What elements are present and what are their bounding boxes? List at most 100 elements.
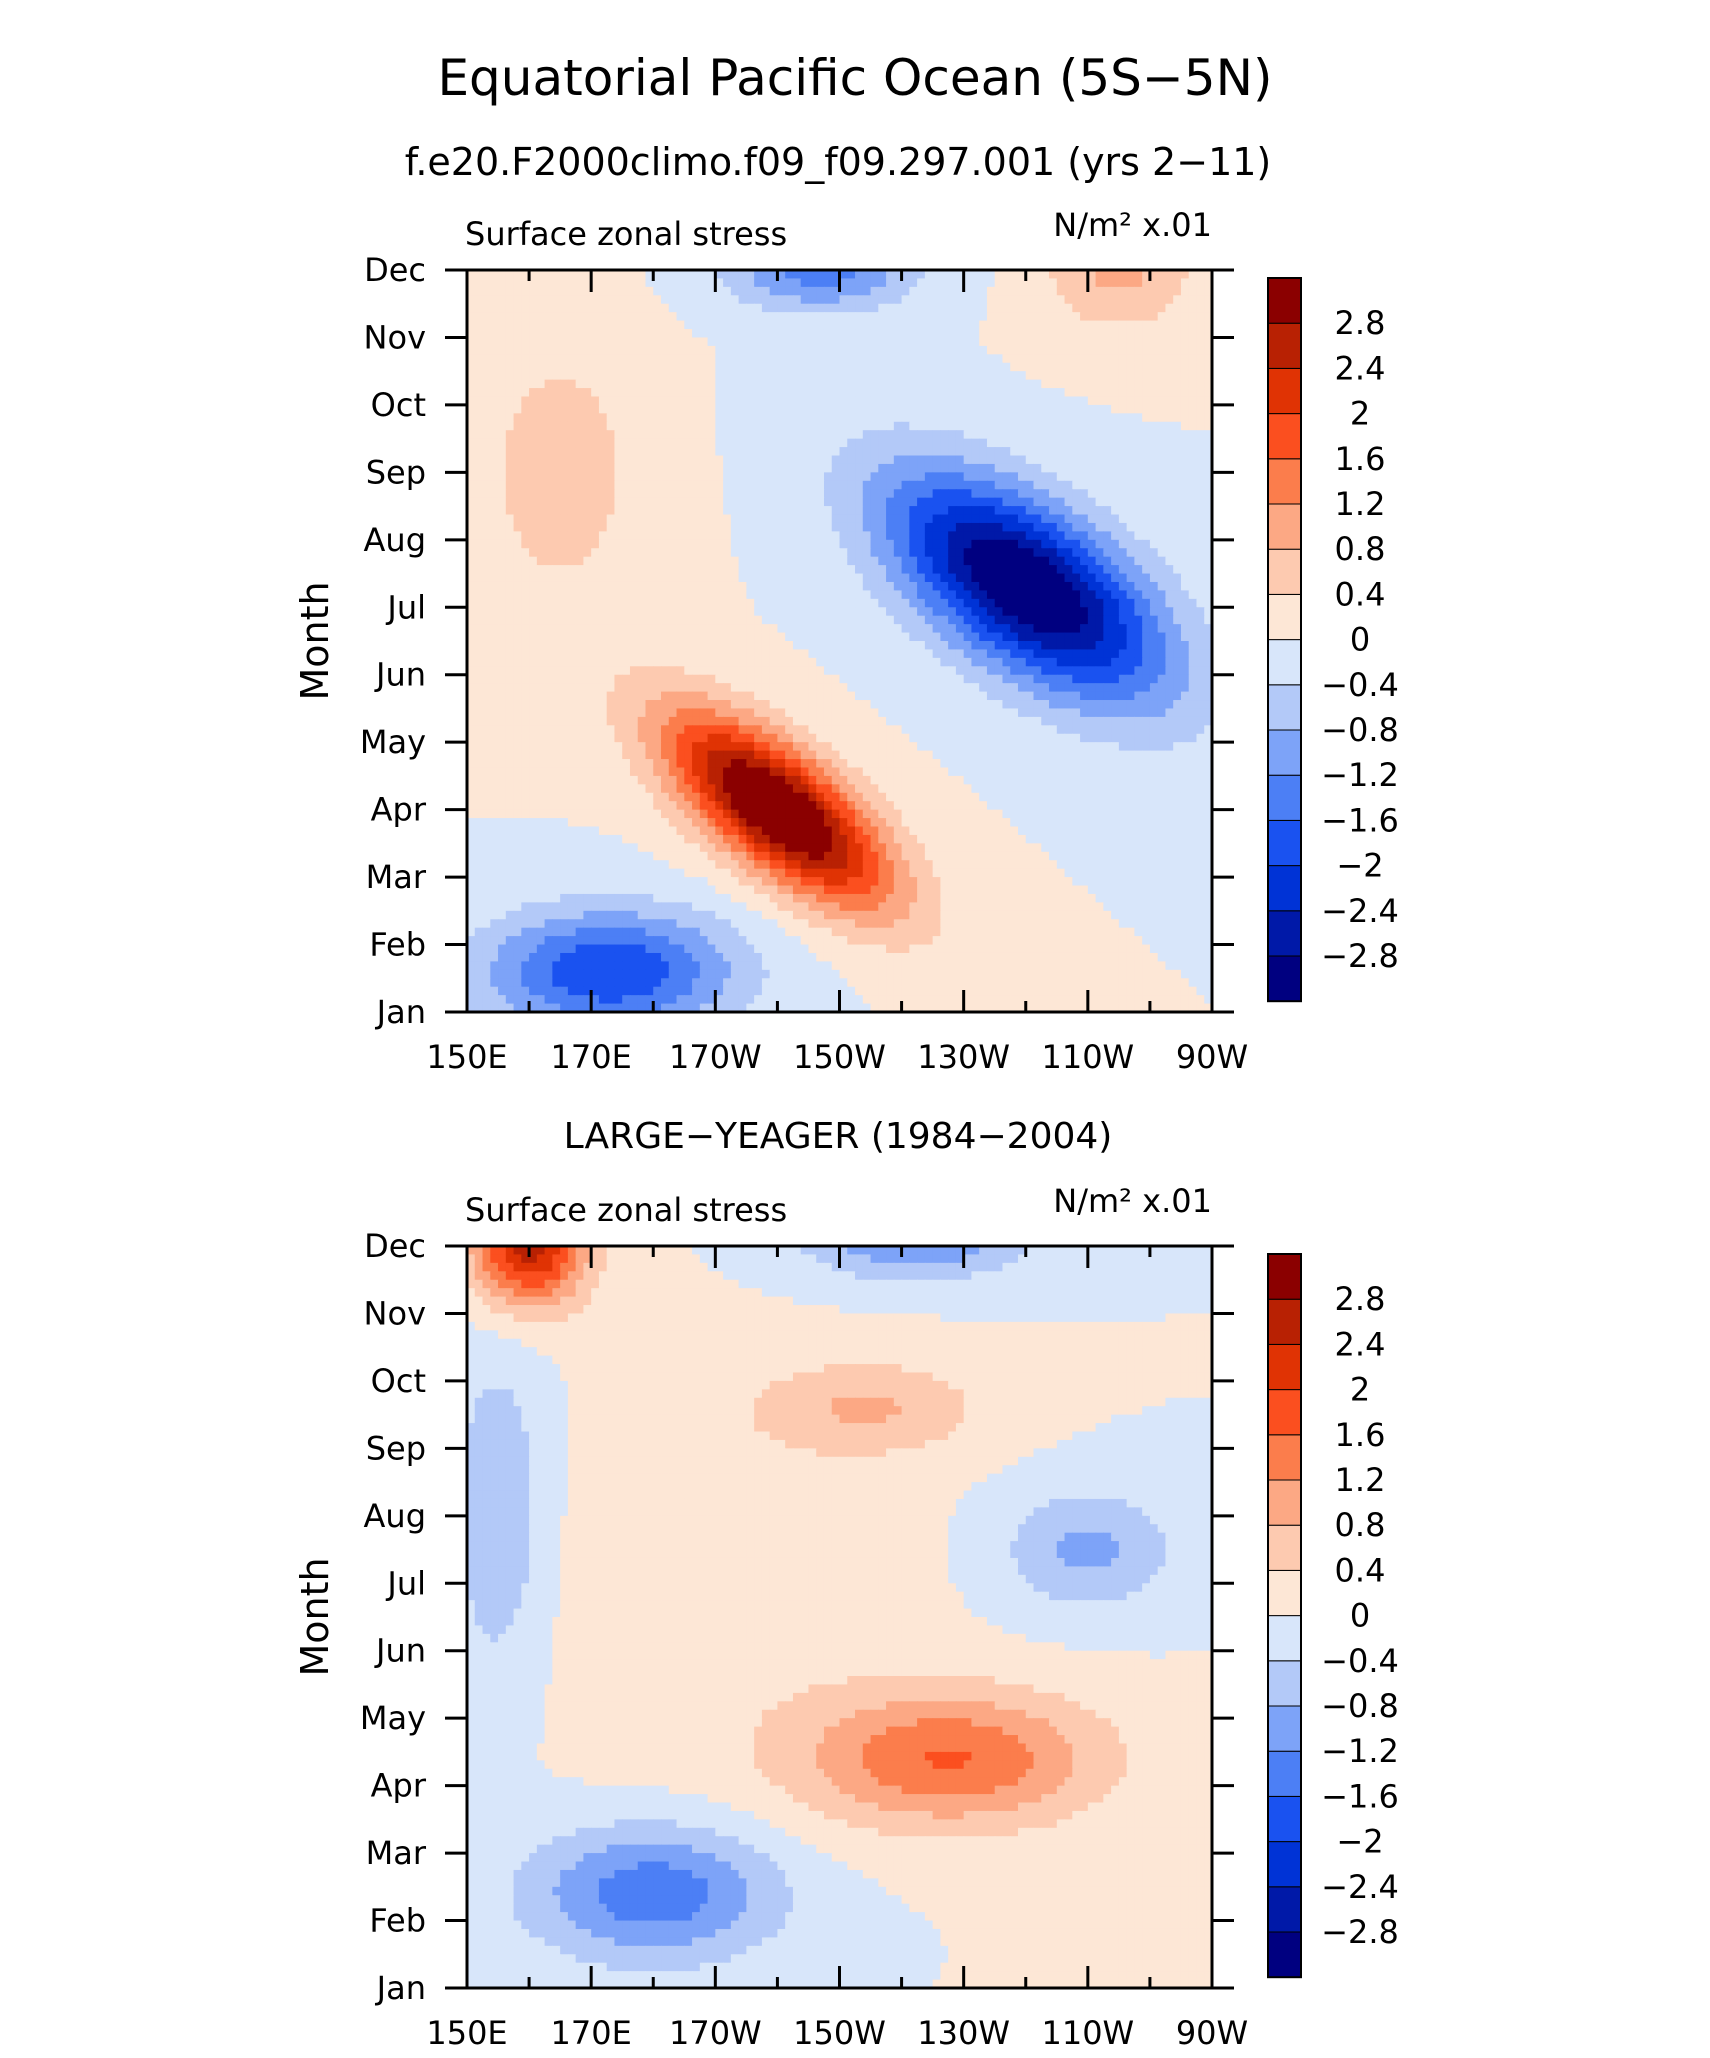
contour-cell	[1165, 447, 1174, 457]
contour-cell	[661, 270, 670, 280]
contour-cell	[785, 522, 794, 532]
contour-cell	[979, 472, 988, 482]
contour-cell	[1072, 303, 1081, 313]
contour-cell	[808, 506, 817, 516]
contour-cell	[917, 312, 926, 322]
contour-cell	[823, 413, 833, 423]
contour-cell	[622, 691, 631, 701]
contour-cell	[1087, 632, 1097, 642]
contour-cell	[1017, 489, 1027, 499]
contour-cell	[591, 286, 600, 296]
contour-cell	[529, 278, 538, 288]
contour-cell	[1188, 615, 1198, 625]
contour-cell	[940, 615, 949, 625]
contour-cell	[1041, 548, 1050, 558]
contour-cell	[637, 489, 647, 499]
contour-cell	[591, 514, 600, 524]
contour-cell	[823, 362, 833, 372]
contour-cell	[730, 497, 740, 507]
contour-cell	[816, 624, 825, 634]
contour-cell	[676, 472, 685, 482]
contour-cell	[1111, 548, 1120, 558]
contour-cell	[482, 514, 491, 524]
contour-cell	[792, 548, 802, 558]
contour-cell	[800, 404, 810, 414]
contour-cell	[1080, 421, 1089, 431]
contour-cell	[614, 404, 623, 414]
contour-cell	[668, 548, 678, 558]
contour-cell	[855, 632, 864, 642]
contour-cell	[1080, 286, 1089, 296]
contour-cell	[1064, 388, 1073, 398]
contour-cell	[1149, 607, 1159, 617]
contour-cell	[777, 641, 786, 651]
contour-cell	[560, 590, 569, 600]
contour-cell	[1064, 674, 1073, 684]
contour-cell	[1118, 447, 1128, 457]
contour-cell	[723, 683, 732, 693]
contour-cell	[878, 447, 887, 457]
contour-cell	[474, 438, 484, 448]
contour-cell	[1111, 522, 1120, 532]
contour-cell	[924, 379, 934, 389]
contour-cell	[1111, 691, 1120, 701]
contour-cell	[917, 472, 926, 482]
contour-cell	[738, 539, 747, 549]
contour-cell	[870, 506, 879, 516]
contour-cell	[1126, 548, 1135, 558]
contour-cell	[715, 497, 724, 507]
contour-cell	[1064, 489, 1073, 499]
contour-cell	[1173, 641, 1182, 651]
contour-cell	[598, 573, 608, 583]
contour-cell	[847, 396, 856, 406]
contour-cell	[924, 506, 934, 516]
contour-cell	[529, 573, 538, 583]
contour-cell	[994, 362, 1004, 372]
contour-cell	[886, 472, 895, 482]
contour-cell	[1072, 615, 1081, 625]
contour-cell	[1041, 303, 1050, 313]
contour-cell	[1111, 531, 1120, 541]
contour-cell	[847, 649, 856, 659]
contour-cell	[769, 641, 779, 651]
contour-cell	[684, 615, 693, 625]
contour-cell	[513, 286, 522, 296]
contour-cell	[823, 598, 833, 608]
contour-cell	[707, 522, 716, 532]
contour-cell	[1126, 303, 1135, 313]
contour-cell	[490, 312, 499, 322]
contour-cell	[560, 480, 569, 490]
contour-cell	[707, 354, 716, 364]
contour-cell	[1157, 581, 1167, 592]
contour-cell	[839, 396, 848, 406]
contour-cell	[684, 497, 693, 507]
contour-cell	[567, 278, 577, 288]
contour-cell	[575, 472, 585, 482]
contour-cell	[614, 590, 623, 600]
contour-cell	[591, 421, 600, 431]
contour-cell	[1118, 472, 1128, 482]
contour-cell	[583, 278, 592, 288]
contour-cell	[823, 573, 833, 583]
contour-cell	[622, 463, 631, 473]
contour-cell	[986, 548, 996, 558]
contour-cell	[560, 649, 569, 659]
contour-cell	[917, 362, 926, 372]
contour-cell	[606, 649, 616, 659]
contour-cell	[917, 379, 926, 389]
contour-cell	[505, 573, 515, 583]
contour-cell	[1157, 649, 1167, 659]
contour-cell	[614, 472, 623, 482]
contour-cell	[917, 320, 926, 330]
contour-cell	[591, 683, 600, 693]
contour-cell	[645, 674, 654, 684]
contour-cell	[1072, 320, 1081, 330]
contour-cell	[855, 624, 864, 634]
contour-cell	[761, 270, 771, 280]
contour-cell	[823, 295, 833, 305]
contour-cell	[1017, 286, 1027, 296]
contour-cell	[862, 455, 872, 465]
contour-cell	[932, 548, 941, 558]
contour-cell	[521, 388, 530, 398]
contour-cell	[544, 270, 553, 280]
